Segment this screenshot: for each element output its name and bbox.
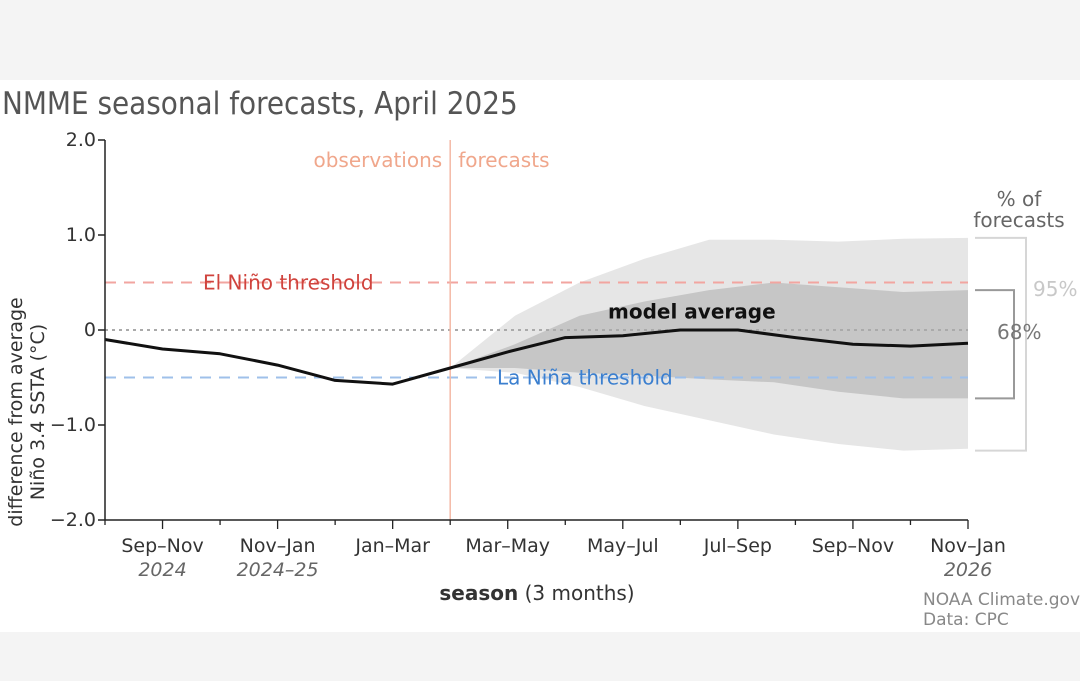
la-nina-threshold-label: La Niña threshold bbox=[497, 366, 673, 390]
x-tick-label: Jul–Sep bbox=[703, 535, 772, 557]
legend-title-line1: % of bbox=[997, 187, 1043, 211]
x-tick-label: Jan–Mar bbox=[354, 535, 430, 557]
legend-68-label: 68% bbox=[997, 320, 1041, 344]
x-tick-label: May–Jul bbox=[587, 535, 659, 557]
band-68-percent bbox=[450, 282, 968, 399]
y-tick-label: 2.0 bbox=[66, 129, 96, 151]
x-axis-title-bold: season bbox=[439, 581, 518, 605]
y-tick-label: −1.0 bbox=[50, 414, 96, 436]
chart-canvas: NMME seasonal forecasts, April 2025 diff… bbox=[0, 80, 1080, 632]
y-tick-label: −2.0 bbox=[50, 509, 96, 531]
legend-title-line2: forecasts bbox=[973, 208, 1064, 232]
el-nino-threshold-label: El Niño threshold bbox=[203, 271, 374, 295]
credit-source: NOAA Climate.gov bbox=[923, 590, 1080, 610]
x-tick-label: Nov–Jan bbox=[240, 535, 316, 557]
chart-svg: NMME seasonal forecasts, April 2025 diff… bbox=[2, 86, 1080, 630]
x-tick-year-label: 2024 bbox=[138, 559, 186, 581]
x-axis-title: season (3 months) bbox=[439, 581, 634, 605]
x-tick-label: Mar–May bbox=[465, 535, 550, 557]
model-average-line bbox=[104, 328, 969, 386]
chart-title: NMME seasonal forecasts, April 2025 bbox=[2, 86, 518, 122]
y-axis-label: difference from average Niño 3.4 SSTA (°… bbox=[5, 297, 49, 526]
x-tick-label: Sep–Nov bbox=[812, 535, 894, 557]
legend-95-label: 95% bbox=[1033, 277, 1077, 301]
y-axis-label-line1: difference from average bbox=[5, 297, 27, 526]
x-axis-title-rest: (3 months) bbox=[518, 581, 634, 605]
forecasts-label: forecasts bbox=[458, 148, 549, 172]
x-tick-year-label: 2026 bbox=[944, 559, 992, 581]
observations-label: observations bbox=[313, 148, 442, 172]
y-tick-label: 1.0 bbox=[66, 224, 96, 246]
x-tick-year-label: 2024–25 bbox=[237, 559, 319, 581]
y-axis-label-line2: Niño 3.4 SSTA (°C) bbox=[27, 324, 49, 500]
plot-area: 2.01.00−1.0−2.0Sep–Nov2024Nov–Jan2024–25… bbox=[50, 129, 1027, 581]
legend-95-bracket bbox=[975, 236, 1027, 452]
model-average-label: model average bbox=[608, 300, 776, 324]
credit-data: Data: CPC bbox=[923, 610, 1009, 630]
x-tick-label: Nov–Jan bbox=[930, 535, 1006, 557]
x-tick-label: Sep–Nov bbox=[121, 535, 203, 557]
legend: % of forecasts 95% 68% bbox=[973, 187, 1077, 344]
y-tick-label: 0 bbox=[84, 319, 96, 341]
legend-68-bracket bbox=[975, 289, 1015, 400]
